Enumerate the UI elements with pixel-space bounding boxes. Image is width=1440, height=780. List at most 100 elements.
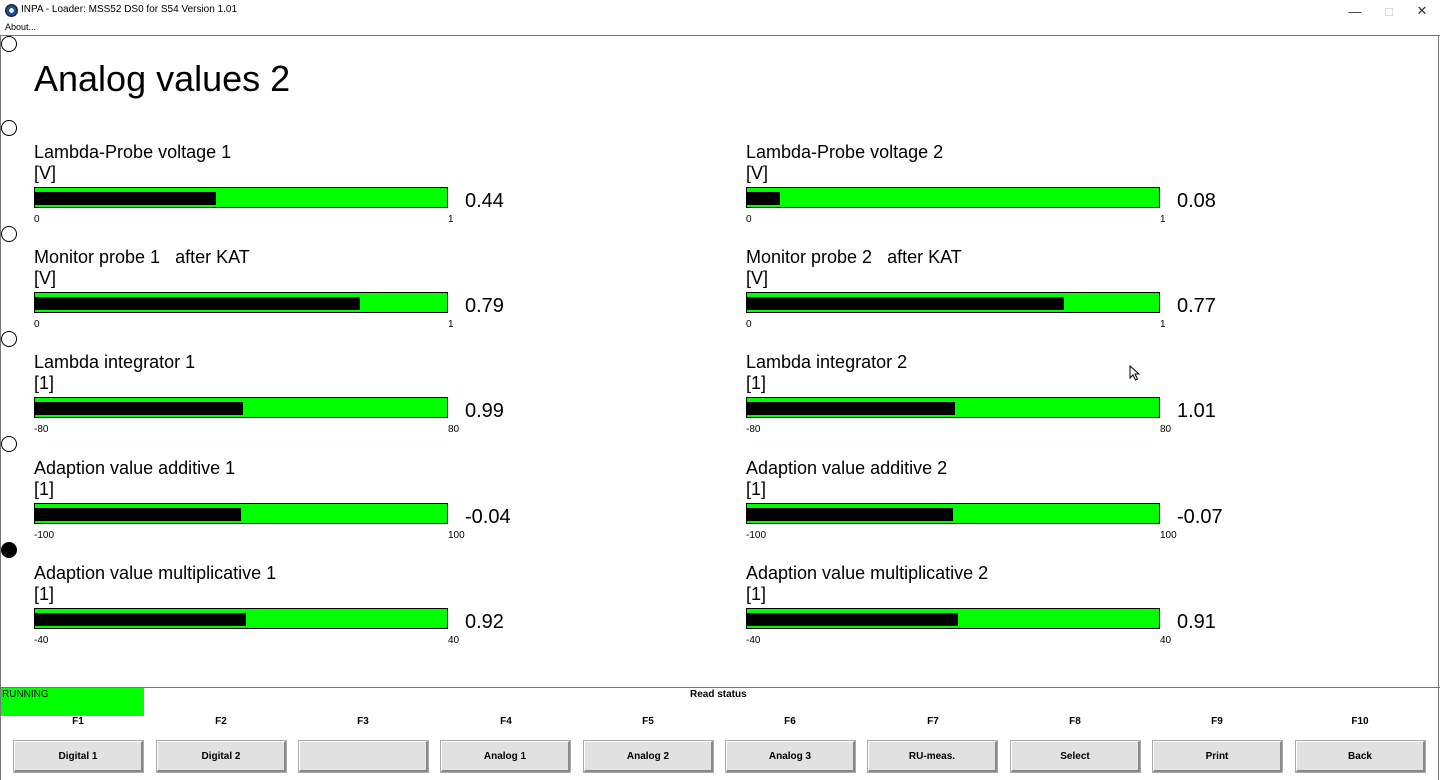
- close-button[interactable]: ✕: [1416, 3, 1428, 18]
- gauge-unit: [1]: [746, 479, 767, 499]
- gauge-value: 0.99: [465, 400, 504, 422]
- maximize-button[interactable]: □: [1385, 3, 1393, 19]
- section-radio-5[interactable]: [1, 436, 17, 452]
- section-radio-4[interactable]: [1, 331, 17, 347]
- gauge-adaption-multiplicative-2: Adaption value multiplicative 2 [1] 0.91…: [746, 563, 1286, 663]
- fkey-label-f5: F5: [642, 716, 654, 727]
- gauge-bar: [746, 292, 1160, 313]
- gauge-label: Adaption value multiplicative 2: [746, 563, 989, 583]
- digital-2-button[interactable]: Digital 2: [156, 740, 287, 773]
- frame-border-right: [1438, 36, 1439, 780]
- menu-divider: [0, 35, 1440, 36]
- gauge-max: 1: [1160, 214, 1166, 225]
- gauge-max: 80: [448, 424, 460, 435]
- fkey-label-f9: F9: [1211, 716, 1223, 727]
- gauge-value: 0.91: [1177, 611, 1216, 633]
- gauge-lambda-integrator-2: Lambda integrator 2 [1] 1.01 -80 80: [746, 352, 1286, 452]
- gauge-monitor-probe-1: Monitor probe 1 after KAT [V] 0.79 0 1: [34, 247, 574, 347]
- analog-1-button[interactable]: Analog 1: [440, 740, 571, 773]
- gauge-value: 0.08: [1177, 190, 1216, 212]
- gauge-label: Monitor probe 2 after KAT: [746, 247, 962, 267]
- gauge-unit: [V]: [34, 268, 57, 288]
- gauge-bar: [34, 608, 448, 629]
- gauge-label: Adaption value additive 2: [746, 458, 948, 478]
- select-button[interactable]: Select: [1010, 740, 1141, 773]
- frame-border-left: [0, 36, 1, 780]
- window-title: INPA - Loader: MSS52 DS0 for S54 Version…: [21, 4, 238, 15]
- gauge-value: 0.44: [465, 190, 504, 212]
- gauge-bar: [34, 187, 448, 208]
- back-button[interactable]: Back: [1295, 740, 1426, 773]
- gauge-bar: [746, 187, 1160, 208]
- fkey-label-f10: F10: [1351, 716, 1369, 727]
- gauge-bar-fill: [747, 192, 780, 205]
- gauge-value: 0.92: [465, 611, 504, 633]
- gauge-unit: [V]: [34, 163, 57, 183]
- fkey-label-f3: F3: [357, 716, 369, 727]
- gauge-bar-fill: [35, 402, 244, 415]
- gauge-max: 100: [448, 530, 465, 541]
- mouse-cursor-icon: [1129, 365, 1141, 381]
- gauge-value: 0.79: [465, 295, 504, 317]
- section-radio-3[interactable]: [1, 226, 17, 242]
- gauge-bar: [34, 397, 448, 418]
- gauge-label: Lambda-Probe voltage 1: [34, 142, 232, 162]
- gauge-label: Lambda integrator 1: [34, 352, 196, 372]
- gauge-min: -100: [746, 530, 767, 541]
- gauge-bar-fill: [35, 192, 217, 205]
- page-title: Analog values 2: [34, 58, 291, 99]
- fkey-label-f8: F8: [1069, 716, 1081, 727]
- app-icon: [5, 4, 18, 17]
- gauge-label: Adaption value multiplicative 1: [34, 563, 277, 583]
- gauge-max: 40: [1160, 635, 1172, 646]
- gauge-label: Monitor probe 1 after KAT: [34, 247, 250, 267]
- gauge-max: 1: [448, 214, 454, 225]
- gauge-min: 0: [34, 319, 40, 330]
- minimize-button[interactable]: —: [1348, 3, 1362, 19]
- gauge-min: -40: [34, 635, 49, 646]
- menu-about[interactable]: About...: [5, 22, 37, 32]
- fkey-label-f6: F6: [784, 716, 796, 727]
- gauge-min: 0: [746, 214, 752, 225]
- gauge-min: -100: [34, 530, 55, 541]
- gauge-max: 1: [1160, 319, 1166, 330]
- gauge-unit: [1]: [746, 584, 767, 604]
- gauge-value: -0.07: [1177, 506, 1223, 528]
- section-radio-2[interactable]: [1, 120, 17, 136]
- section-radio-6[interactable]: [1, 542, 17, 558]
- gauge-min: -80: [34, 424, 49, 435]
- gauge-bar-fill: [747, 508, 953, 521]
- print-button[interactable]: Print: [1152, 740, 1283, 773]
- gauge-value: 0.77: [1177, 295, 1216, 317]
- gauge-adaption-additive-2: Adaption value additive 2 [1] -0.07 -100…: [746, 458, 1286, 558]
- gauge-max: 1: [448, 319, 454, 330]
- gauge-bar-fill: [747, 402, 956, 415]
- gauge-min: -80: [746, 424, 761, 435]
- gauge-label: Adaption value additive 1: [34, 458, 236, 478]
- analog-2-button[interactable]: Analog 2: [583, 740, 714, 773]
- gauge-bar-fill: [35, 613, 246, 626]
- gauge-bar: [34, 503, 448, 524]
- gauge-min: 0: [34, 214, 40, 225]
- gauge-max: 40: [448, 635, 460, 646]
- read-status-label: Read status: [690, 689, 747, 700]
- gauge-unit: [1]: [34, 584, 55, 604]
- gauge-unit: [V]: [746, 268, 769, 288]
- analog-3-button[interactable]: Analog 3: [725, 740, 856, 773]
- running-indicator: RUNNING: [1, 688, 144, 716]
- gauge-label: Lambda-Probe voltage 2: [746, 142, 944, 162]
- section-radio-1[interactable]: [1, 36, 17, 52]
- fkey-label-f7: F7: [927, 716, 939, 727]
- gauge-max: 80: [1160, 424, 1172, 435]
- gauge-label: Lambda integrator 2: [746, 352, 908, 372]
- title-bar: INPA - Loader: MSS52 DS0 for S54 Version…: [0, 0, 1440, 22]
- f3-button[interactable]: [298, 740, 429, 773]
- ru-meas-button[interactable]: RU-meas.: [867, 740, 998, 773]
- fkey-label-f2: F2: [215, 716, 227, 727]
- digital-1-button[interactable]: Digital 1: [13, 740, 144, 773]
- gauge-lambda-probe-voltage-2: Lambda-Probe voltage 2 [V] 0.08 0 1: [746, 142, 1286, 242]
- gauge-lambda-probe-voltage-1: Lambda-Probe voltage 1 [V] 0.44 0 1: [34, 142, 574, 242]
- gauge-bar: [746, 608, 1160, 629]
- gauge-value: -0.04: [465, 506, 511, 528]
- gauge-bar-fill: [35, 508, 241, 521]
